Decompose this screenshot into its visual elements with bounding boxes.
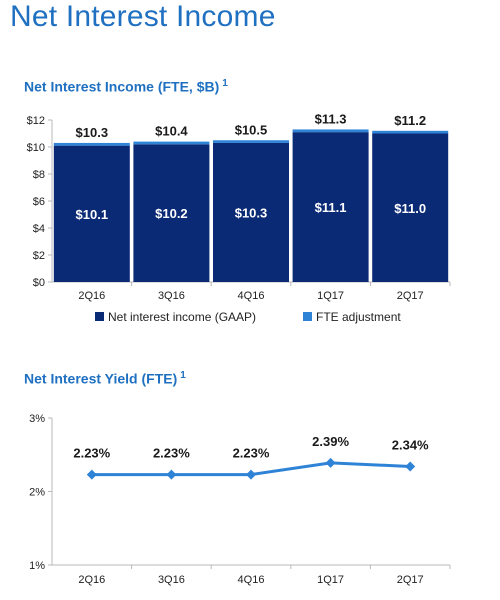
bar-y-tick-label: $4 [33,223,45,235]
page-title: Net Interest Income [10,0,276,33]
yield-point [405,461,416,472]
income-chart-title-text: Net Interest Income (FTE, $B) [24,78,220,95]
bar-gaap-label: $10.2 [155,206,188,221]
legend-fte-swatch [303,312,312,321]
bar-total-label: $11.2 [394,113,426,128]
yield-value-label: 2.23% [233,446,270,461]
bar-y-tick-label: $8 [33,169,45,181]
yield-point [325,457,336,468]
yield-chart-title-text: Net Interest Yield (FTE) [24,370,178,387]
bar-gaap-label: $11.1 [315,200,347,215]
bar-y-tick-label: $6 [33,196,45,208]
bar-fte [213,140,289,143]
bar-x-tick-label: 1Q17 [317,290,344,302]
yield-chart-title: Net Interest Yield (FTE) 1 [24,370,186,387]
bar-total-label: $10.5 [235,122,268,137]
yield-line-chart: 1% 2% 3% 2.23% 2Q16 2.23% 3Q16 2.23% 4Q16 2.39% 1Q… [29,413,451,586]
line-y-tick-label: 2% [29,487,45,499]
legend-gaap-label: Net interest income (GAAP) [108,310,256,324]
bar-fte [133,141,210,145]
bar-gaap [292,132,369,282]
bar-y-tick-label: $0 [33,277,45,289]
bar-gaap-label: $10.3 [235,205,268,220]
bar-total-label: $11.3 [315,111,347,126]
legend-gaap-swatch [95,312,104,321]
line-x-tick-label: 4Q16 [238,574,265,586]
bar-total-label: $10.3 [76,125,109,140]
bar-y-tick-label: $10 [27,142,45,154]
bar-fte [292,129,369,133]
bar-y-tick-label: $2 [33,250,45,262]
yield-point [86,469,97,480]
bar-total-label: $10.4 [155,124,188,139]
yield-point [246,469,256,480]
bar-fte [53,142,130,146]
yield-chart-footnote: 1 [180,370,186,381]
yield-value-label: 2.39% [312,434,349,449]
line-x-tick-label: 3Q16 [158,574,185,586]
line-y-tick-label: 3% [29,413,45,425]
bar-gaap [133,144,210,282]
yield-value-label: 2.23% [73,446,110,461]
line-x-tick-label: 1Q17 [317,574,344,586]
bar-gaap [213,142,289,282]
bar-gaap-label: $10.1 [76,207,109,222]
bar-x-tick-label: 4Q16 [238,290,265,302]
yield-value-label: 2.23% [153,446,190,461]
line-x-tick-label: 2Q16 [78,574,105,586]
bar-x-tick-label: 2Q16 [78,290,105,302]
bar-x-tick-label: 2Q17 [397,290,424,302]
bar-gaap [372,133,449,282]
bar-x-tick-label: 3Q16 [158,290,185,302]
bar-fte [372,130,449,134]
bar-gaap [53,145,130,282]
yield-value-label: 2.34% [392,438,429,453]
bar-gaap-label: $11.0 [394,201,426,216]
income-bar-chart: $0 $2 $4 $6 $8 $10 $12 $10.1 $10.3 2Q16 $10.2 $10.4… [27,111,451,324]
yield-point [166,469,177,480]
income-chart-footnote: 1 [222,78,228,89]
bar-y-tick-label: $12 [27,115,45,127]
line-x-tick-label: 2Q17 [397,574,424,586]
line-y-tick-label: 1% [29,560,45,572]
income-chart-title: Net Interest Income (FTE, $B) 1 [24,78,228,95]
legend-fte-label: FTE adjustment [316,310,401,324]
